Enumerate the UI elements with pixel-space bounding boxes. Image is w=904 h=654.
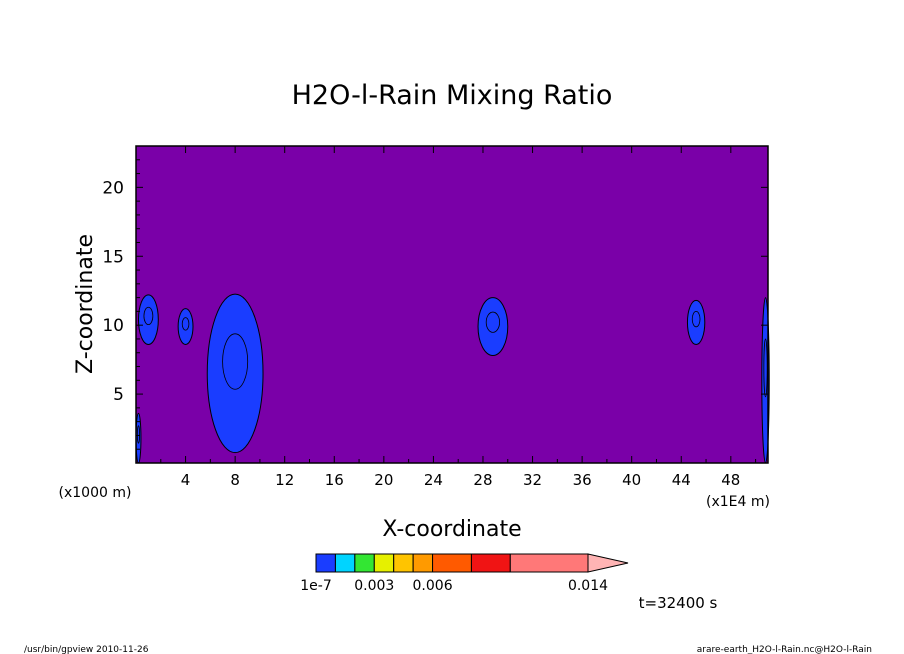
x-axis-label: X-coordinate bbox=[382, 517, 521, 542]
colorbar-label: 0.003 bbox=[354, 578, 394, 594]
rain-feature-inner-contour bbox=[485, 311, 500, 333]
y-tick-label: 5 bbox=[113, 385, 124, 405]
footer-left: /usr/bin/gpview 2010-11-26 bbox=[24, 645, 149, 654]
rain-feature-inner-contour bbox=[691, 310, 701, 328]
rain-feature bbox=[177, 308, 194, 345]
colorbar-extension-arrow bbox=[587, 553, 629, 573]
rain-feature-blob bbox=[206, 293, 264, 454]
rain-feature bbox=[686, 299, 706, 345]
x-tick-label: 24 bbox=[424, 471, 443, 489]
chart-title: H2O-l-Rain Mixing Ratio bbox=[292, 80, 613, 111]
x-tick-label: 4 bbox=[181, 471, 191, 489]
colorbar-segment bbox=[509, 553, 589, 573]
x-tick-label: 12 bbox=[275, 471, 294, 489]
rain-feature-blob bbox=[137, 294, 159, 345]
colorbar-segment bbox=[373, 553, 395, 573]
y-axis-label: Z-coordinate bbox=[73, 234, 98, 374]
x-axis-ticks: 4 8 12 16 20 24 28 32 36 40 44 48 bbox=[160, 146, 757, 489]
time-label: t=32400 s bbox=[639, 594, 718, 612]
rain-feature bbox=[206, 293, 264, 454]
colorbar-label: 0.006 bbox=[413, 578, 453, 594]
y-tick-label: 15 bbox=[102, 247, 124, 267]
colorbar-label: 1e-7 bbox=[300, 578, 331, 594]
rain-feature-inner-contour bbox=[763, 338, 768, 398]
colorbar-segment bbox=[470, 553, 511, 573]
y-axis-ticks: 5 10 15 20 bbox=[102, 159, 768, 450]
colorbar-label: 0.014 bbox=[568, 578, 608, 594]
colorbar-segment bbox=[315, 553, 336, 573]
x-unit-right-label: (x1E4 m) bbox=[706, 494, 770, 510]
x-tick-label: 40 bbox=[622, 471, 641, 489]
x-tick-label: 28 bbox=[473, 471, 492, 489]
x-tick-label: 8 bbox=[230, 471, 240, 489]
x-tick-label: 16 bbox=[325, 471, 344, 489]
x-tick-label: 44 bbox=[672, 471, 691, 489]
colorbar-segment bbox=[412, 553, 434, 573]
x-unit-left-label: (x1000 m) bbox=[59, 485, 132, 501]
rain-feature bbox=[477, 297, 509, 356]
footer-right: arare-earth_H2O-l-Rain.nc@H2O-l-Rain bbox=[697, 645, 872, 654]
rain-feature-blob bbox=[686, 299, 706, 345]
rain-feature-inner-contour bbox=[181, 317, 190, 331]
colorbar-segment bbox=[354, 553, 375, 573]
rain-feature-blob bbox=[177, 308, 194, 345]
x-tick-label: 48 bbox=[721, 471, 740, 489]
plot-frame bbox=[135, 145, 769, 464]
rain-feature-inner-contour bbox=[143, 306, 154, 326]
colorbar-segment bbox=[432, 553, 472, 573]
y-tick-label: 10 bbox=[102, 316, 124, 336]
rain-feature-inner-contour bbox=[222, 333, 249, 390]
x-tick-label: 36 bbox=[573, 471, 592, 489]
x-tick-label: 32 bbox=[523, 471, 542, 489]
y-tick-label: 20 bbox=[102, 178, 124, 198]
colorbar-segment bbox=[393, 553, 414, 573]
colorbar bbox=[315, 553, 629, 573]
rain-feature-blob bbox=[477, 297, 509, 356]
colorbar-labels: 1e-7 0.003 0.006 0.014 bbox=[300, 578, 608, 594]
colorbar-segment bbox=[334, 553, 356, 573]
rain-feature bbox=[137, 294, 159, 345]
x-tick-label: 20 bbox=[374, 471, 393, 489]
rain-feature-inner-contour bbox=[136, 425, 140, 444]
